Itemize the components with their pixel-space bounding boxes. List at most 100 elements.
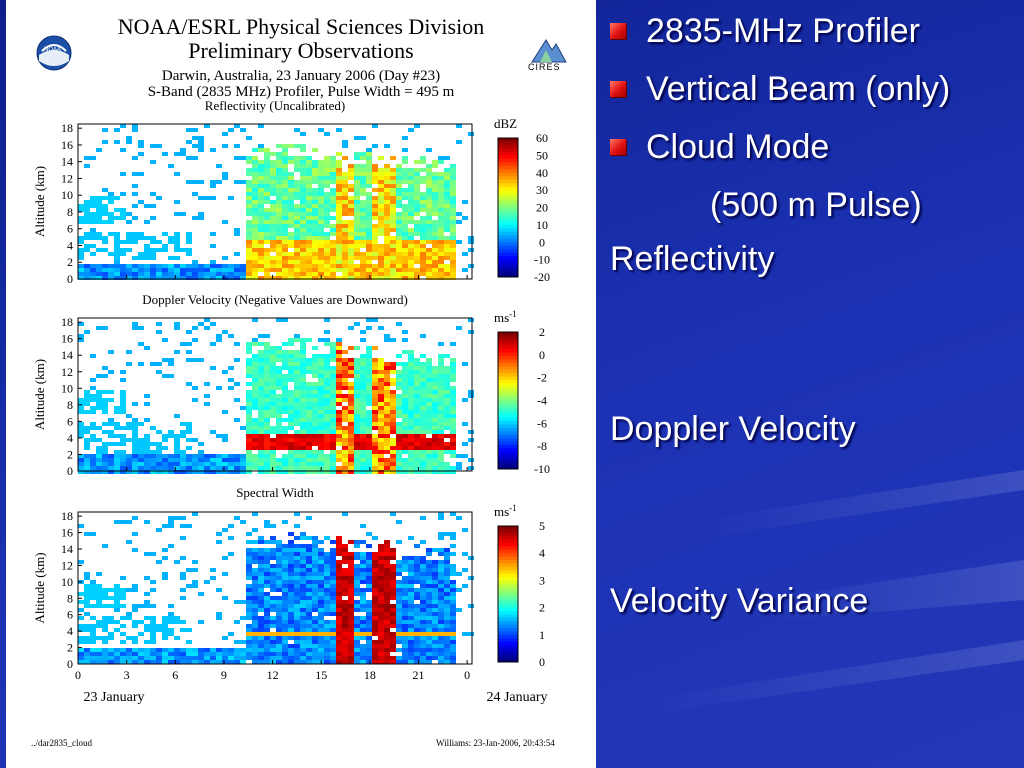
y-axis-label: Altitude (km) [32,552,47,623]
label-velocity-variance: Velocity Variance [610,582,869,620]
bullet-text: 2835-MHz Profiler [646,11,920,50]
colorbar-tick-label: -2 [537,371,547,385]
bullet-square-icon [610,23,626,39]
y-tick-label: 4 [67,238,73,252]
y-tick-label: 2 [67,447,73,461]
y-tick-label: 16 [61,138,73,152]
panel-title: Spectral Width [236,485,314,500]
y-tick-label: 14 [61,542,73,556]
colorbar-tick-label: 30 [536,183,548,197]
bullet-item: 2835-MHz Profiler [610,8,920,54]
y-tick-label: 8 [67,591,73,605]
y-tick-label: 18 [61,315,73,329]
figure-footer-left: ../dar2835_cloud [31,738,92,748]
plot-frame [77,317,473,472]
colorbar-tick-label: -6 [537,416,547,430]
colorbar-tick-label: 40 [536,166,548,180]
colorbar-tick-label: 3 [539,573,545,587]
cires-logo-text: CIRES [528,62,561,72]
y-tick-label: 8 [67,398,73,412]
y-tick-label: 12 [61,171,73,185]
x-tick-label: 18 [364,668,376,682]
y-tick-label: 4 [67,431,73,445]
colorbar [497,137,519,278]
figure-footer-right: Williams: 23-Jan-2006, 20:43:54 [436,738,555,748]
colorbar-tick-label: -4 [537,394,547,408]
bullet-square-icon [610,139,626,155]
colorbar-unit-label: dBZ [494,116,517,131]
profiler-figure: NOAA/ESRL Physical Sciences Division Pre… [6,0,596,768]
colorbar-unit-label: ms-1 [494,309,517,325]
y-tick-label: 8 [67,205,73,219]
y-tick-label: 10 [61,381,73,395]
cires-logo [531,39,567,63]
colorbar-tick-label: -10 [534,462,550,476]
x-tick-label: 0 [464,668,470,682]
label-doppler-velocity: Doppler Velocity [610,410,856,448]
colorbar-tick-label: 0 [539,348,545,362]
colorbar-tick-label: -10 [534,253,550,267]
y-tick-label: 10 [61,188,73,202]
bullet-text: Cloud Mode [646,127,830,166]
y-tick-label: 14 [61,155,73,169]
plot-frame [77,511,473,665]
colorbar-tick-label: 60 [536,131,548,145]
y-tick-label: 2 [67,641,73,655]
noaa-logo-text: NOAA [44,47,62,53]
x-tick-label: 21 [412,668,424,682]
figure-site-line: Darwin, Australia, 23 January 2006 (Day … [161,68,441,84]
sub-bullet-item: (500 m Pulse) [710,182,922,228]
colorbar-unit-label: ms-1 [494,503,517,519]
colorbar [497,525,519,663]
y-tick-label: 6 [67,608,73,622]
x-tick-label: 12 [267,668,279,682]
figure-header-line2: Preliminary Observations [188,38,414,63]
x-tick-label: 3 [124,668,130,682]
x-tick-label: 9 [221,668,227,682]
colorbar-tick-label: 0 [539,655,545,669]
noaa-logo [36,35,72,71]
colorbar-tick-label: 50 [536,148,548,162]
figure-instrument-line: S-Band (2835 MHz) Profiler, Pulse Width … [147,84,455,100]
colorbar-tick-label: 2 [539,325,545,339]
y-tick-label: 6 [67,414,73,428]
panel-title: Doppler Velocity (Negative Values are Do… [142,292,408,307]
bullet-text: Vertical Beam (only) [646,69,951,108]
label-reflectivity: Reflectivity [610,240,775,278]
y-tick-label: 0 [67,272,73,286]
y-tick-label: 10 [61,575,73,589]
x-date-end: 24 January [486,690,547,705]
colorbar-tick-label: 4 [539,546,545,560]
colorbar-tick-label: -8 [537,439,547,453]
sub-bullet-text: (500 m Pulse) [710,185,922,224]
y-tick-label: 16 [61,332,73,346]
figure-plots: Reflectivity (Uncalibrated)0246810121416… [32,98,550,705]
x-tick-label: 15 [315,668,327,682]
y-tick-label: 0 [67,464,73,478]
y-tick-label: 12 [61,558,73,572]
colorbar-tick-label: 2 [539,601,545,615]
colorbar [497,331,519,470]
colorbar-tick-label: 5 [539,519,545,533]
figure-header-line1: NOAA/ESRL Physical Sciences Division [117,14,485,39]
x-date-start: 23 January [83,690,144,705]
y-tick-label: 18 [61,509,73,523]
y-tick-label: 16 [61,526,73,540]
y-axis-label: Altitude (km) [32,166,47,237]
y-tick-label: 0 [67,657,73,671]
y-tick-label: 2 [67,255,73,269]
panel-title: Reflectivity (Uncalibrated) [205,98,345,113]
y-axis-label: Altitude (km) [32,359,47,430]
bullet-item: Vertical Beam (only) [610,66,950,112]
y-tick-label: 18 [61,121,73,135]
y-tick-label: 6 [67,222,73,236]
bullet-square-icon [610,81,626,97]
colorbar-tick-label: 10 [536,218,548,232]
colorbar-tick-label: 1 [539,628,545,642]
colorbar-tick-label: -20 [534,270,550,284]
x-tick-label: 6 [172,668,178,682]
y-tick-label: 4 [67,624,73,638]
colorbar-tick-label: 0 [539,235,545,249]
plot-frame [77,123,473,280]
